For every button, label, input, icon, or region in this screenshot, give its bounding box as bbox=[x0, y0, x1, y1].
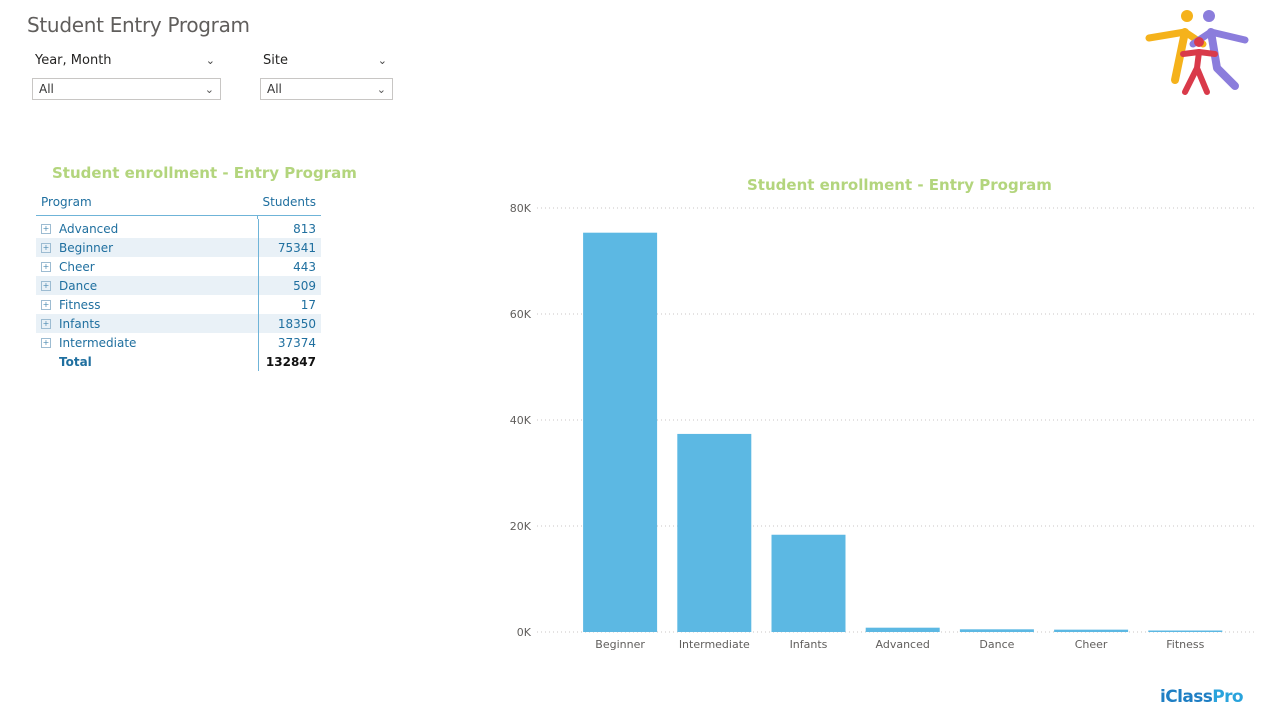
students-cell: 18350 bbox=[258, 314, 321, 333]
table-row: + Beginner 75341 bbox=[36, 238, 321, 257]
year-month-value: All bbox=[39, 82, 54, 96]
site-dropdown[interactable]: All ⌄ bbox=[260, 78, 393, 100]
table-row: + Fitness 17 bbox=[36, 295, 321, 314]
chart-title: Student enrollment - Entry Program bbox=[747, 176, 1052, 194]
program-cell: Dance bbox=[59, 278, 98, 293]
plus-box-icon[interactable]: + bbox=[41, 261, 51, 272]
table-row: + Advanced 813 bbox=[36, 219, 321, 238]
bar-fitness[interactable] bbox=[1148, 630, 1223, 633]
x-tick-label: Infants bbox=[790, 638, 828, 651]
site-slicer-label: Site bbox=[263, 52, 288, 68]
plus-box-icon[interactable]: + bbox=[41, 318, 51, 329]
plus-box-icon[interactable]: + bbox=[41, 223, 51, 234]
year-month-dropdown[interactable]: All ⌄ bbox=[32, 78, 221, 100]
bar-intermediate[interactable] bbox=[677, 433, 752, 632]
column-header-program[interactable]: Program bbox=[41, 194, 92, 209]
students-cell: 37374 bbox=[258, 333, 321, 352]
chevron-down-icon[interactable]: ⌄ bbox=[204, 82, 214, 96]
total-label: Total bbox=[59, 354, 92, 369]
program-cell: Infants bbox=[59, 316, 101, 331]
site-value: All bbox=[267, 82, 282, 96]
bar-dance[interactable] bbox=[959, 629, 1034, 632]
plus-box-icon[interactable]: + bbox=[41, 280, 51, 291]
year-month-slicer[interactable]: Year, Month ⌄ All ⌄ bbox=[32, 50, 221, 100]
table-row: + Dance 509 bbox=[36, 276, 321, 295]
bar-beginner[interactable] bbox=[583, 232, 658, 633]
y-tick-label: 60K bbox=[510, 308, 532, 321]
x-tick-label: Intermediate bbox=[679, 638, 750, 651]
page-title: Student Entry Program bbox=[27, 13, 250, 37]
bar-infants[interactable] bbox=[771, 534, 846, 632]
bar-cheer[interactable] bbox=[1054, 629, 1129, 632]
iclasspro-brand: iClassPro bbox=[1160, 687, 1244, 707]
table-title: Student enrollment - Entry Program bbox=[52, 164, 357, 182]
table-row: + Cheer 443 bbox=[36, 257, 321, 276]
program-cell: Intermediate bbox=[59, 335, 137, 350]
enrollment-table: Program Students + Advanced 813 + Beginner… bbox=[36, 188, 321, 371]
y-tick-label: 80K bbox=[510, 202, 532, 215]
students-cell: 813 bbox=[258, 219, 321, 238]
total-value: 132847 bbox=[258, 352, 321, 371]
year-month-slicer-label: Year, Month bbox=[35, 52, 112, 68]
y-tick-label: 40K bbox=[510, 414, 532, 427]
students-cell: 17 bbox=[258, 295, 321, 314]
x-tick-label: Fitness bbox=[1166, 638, 1204, 651]
bar-advanced[interactable] bbox=[865, 627, 940, 632]
x-tick-label: Dance bbox=[979, 638, 1014, 651]
table-total-row: Total 132847 bbox=[36, 352, 321, 371]
brand-name: iClass bbox=[1160, 687, 1213, 707]
students-cell: 75341 bbox=[258, 238, 321, 257]
table-row: + Infants 18350 bbox=[36, 314, 321, 333]
x-tick-label: Beginner bbox=[595, 638, 645, 651]
students-cell: 443 bbox=[258, 257, 321, 276]
chevron-down-icon[interactable]: ⌄ bbox=[376, 82, 386, 96]
plus-box-icon[interactable]: + bbox=[41, 299, 51, 310]
program-cell: Cheer bbox=[59, 259, 95, 274]
students-cell: 509 bbox=[258, 276, 321, 295]
y-tick-label: 0K bbox=[517, 626, 532, 639]
chevron-down-icon[interactable]: ⌄ bbox=[377, 53, 387, 67]
plus-box-icon[interactable]: + bbox=[41, 242, 51, 253]
program-cell: Beginner bbox=[59, 240, 114, 255]
x-tick-label: Cheer bbox=[1075, 638, 1108, 651]
program-cell: Fitness bbox=[59, 297, 101, 312]
people-logo-icon bbox=[1145, 8, 1249, 102]
program-cell: Advanced bbox=[59, 221, 119, 236]
brand-suffix: Pro bbox=[1212, 687, 1243, 707]
x-tick-label: Advanced bbox=[876, 638, 930, 651]
chevron-down-icon[interactable]: ⌄ bbox=[205, 53, 215, 67]
column-header-students[interactable]: Students bbox=[262, 194, 317, 209]
bar-chart: 0K 20K 40K 60K 80K Beginner Intermediate Infant… bbox=[510, 202, 1257, 651]
table-header: Program Students bbox=[36, 188, 321, 216]
site-slicer[interactable]: Site ⌄ All ⌄ bbox=[260, 50, 393, 100]
plus-box-icon[interactable]: + bbox=[41, 337, 51, 348]
y-tick-label: 20K bbox=[510, 520, 532, 533]
table-row: + Intermediate 37374 bbox=[36, 333, 321, 352]
